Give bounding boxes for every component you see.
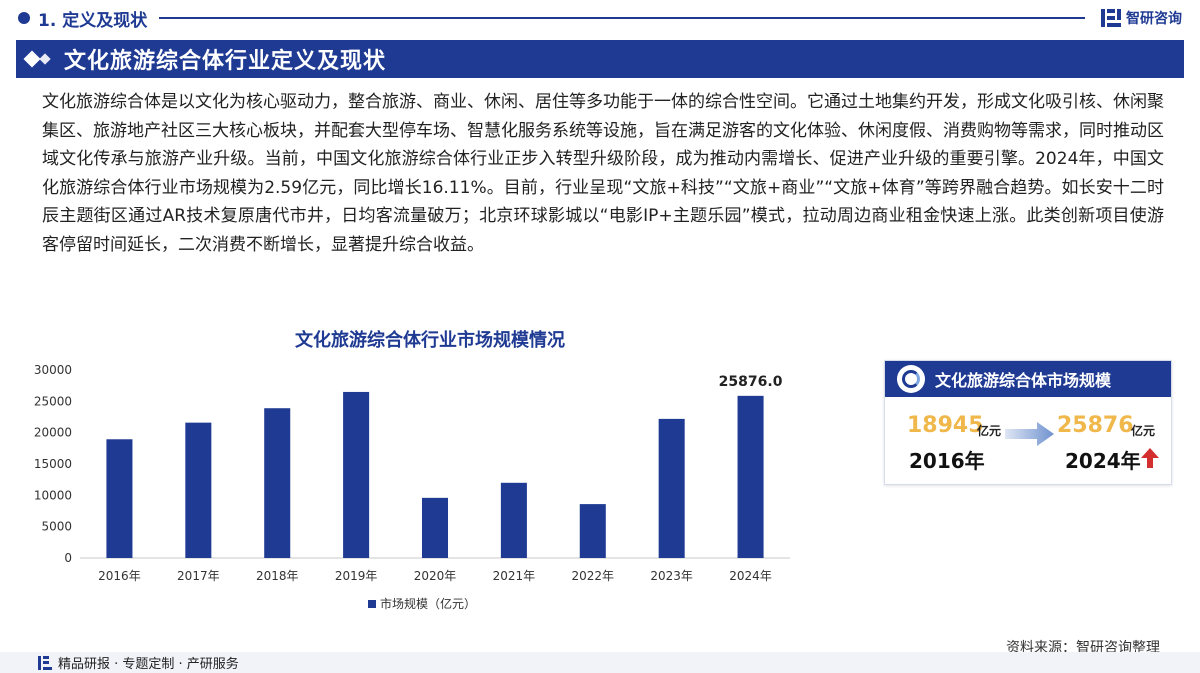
legend-label: 市场规模（亿元）: [380, 596, 476, 611]
footer: 精品研报 · 专题定制 · 产研服务: [0, 652, 1200, 673]
card-header: 文化旅游综合体市场规模: [885, 361, 1171, 397]
market-size-card: 文化旅游综合体市场规模 18945 亿元 2016年 25876 亿元 2024…: [884, 360, 1172, 485]
diamond-icon: [23, 50, 52, 68]
bar: [343, 391, 370, 558]
chart-title: 文化旅游综合体行业市场规模情况: [295, 330, 565, 351]
bar: [106, 439, 133, 558]
to-unit: 亿元: [1131, 424, 1156, 438]
bar: [421, 497, 449, 558]
brand-name: 智研咨询: [1126, 11, 1182, 27]
from-year: 2016年: [909, 449, 985, 473]
y-tick-label: 10000: [34, 488, 72, 502]
y-tick-label: 0: [64, 551, 72, 565]
intro-paragraph: 文化旅游综合体是以文化为核心驱动力，整合旅游、商业、休闲、居住等多功能于一体的综…: [42, 92, 1164, 255]
y-tick-label: 15000: [34, 457, 72, 471]
y-tick-label: 30000: [34, 363, 72, 377]
bar: [737, 395, 764, 558]
bar: [500, 482, 527, 558]
x-tick-label: 2021年: [493, 569, 536, 583]
x-tick-label: 2022年: [572, 569, 615, 583]
from-value: 18945: [907, 413, 984, 438]
to-year: 2024年: [1065, 449, 1141, 473]
to-value: 25876: [1057, 413, 1134, 438]
x-tick-label: 2017年: [177, 569, 220, 583]
bar: [264, 408, 291, 558]
page-title: 文化旅游综合体行业定义及现状: [64, 49, 387, 74]
brand: 智研咨询: [1101, 8, 1182, 28]
x-tick-label: 2023年: [650, 569, 693, 583]
y-tick-label: 5000: [41, 520, 72, 534]
legend-swatch: [368, 600, 376, 608]
card-title: 文化旅游综合体市场规模: [935, 371, 1112, 390]
x-tick-label: 2020年: [414, 569, 457, 583]
top-bar: 1. 定义及现状 智研咨询: [0, 0, 1200, 36]
bar: [579, 504, 606, 558]
up-arrow-icon: [1141, 448, 1159, 468]
bar-chart: 0 5000 10000 15000 20000 25000 30000 2016年 2017年…: [34, 363, 790, 611]
section-label: 1. 定义及现状: [38, 10, 148, 31]
x-tick-label: 2019年: [335, 569, 378, 583]
x-tick-label: 2016年: [98, 569, 141, 583]
x-tick-label: 2024年: [729, 569, 772, 583]
from-unit: 亿元: [977, 424, 1002, 438]
data-label: 25876.0: [719, 374, 783, 390]
bar: [185, 422, 212, 558]
brand-logo-icon: [1101, 9, 1121, 27]
footer-logo-icon: [38, 655, 52, 670]
right-arrow-icon: [1005, 422, 1054, 446]
footer-text: 精品研报 · 专题定制 · 产研服务: [58, 657, 239, 672]
title-bar: 文化旅游综合体行业定义及现状: [16, 40, 1184, 78]
bar: [658, 418, 685, 558]
growth-gauge-icon: [897, 365, 925, 393]
x-tick-label: 2018年: [256, 569, 299, 583]
header-rule: [159, 17, 1085, 19]
y-tick-label: 25000: [34, 394, 72, 408]
y-tick-label: 20000: [34, 426, 72, 440]
section-dot-icon: [18, 12, 30, 24]
